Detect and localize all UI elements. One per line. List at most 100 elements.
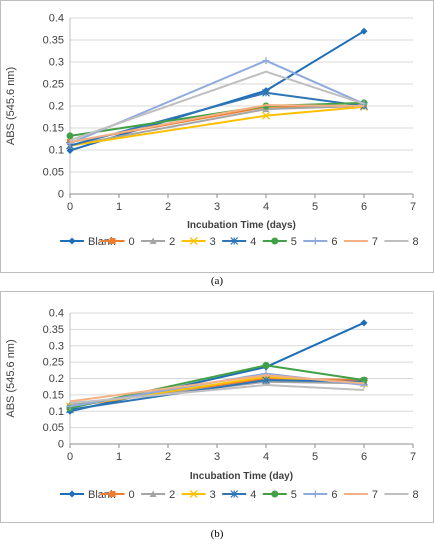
x-tick-label: 0 [67, 201, 73, 213]
x-tick-label: 4 [263, 201, 269, 213]
legend-marker [271, 237, 279, 245]
x-tick-label: 7 [410, 451, 416, 463]
series-8 [69, 384, 365, 405]
legend-label: 7 [372, 236, 378, 248]
legend-marker [149, 237, 157, 244]
legend-label: 0 [129, 236, 135, 248]
legend-label: 6 [331, 489, 337, 501]
legend-item-7: 7 [343, 489, 378, 501]
y-axis-title: ABS (545.6 nm) [5, 67, 17, 145]
legend-marker [311, 237, 319, 245]
y-tick-label: 0.05 [43, 167, 64, 179]
legend-marker [271, 490, 279, 498]
legend-label: 2 [169, 236, 175, 248]
x-tick-label: 2 [165, 201, 171, 213]
legend-marker [109, 238, 116, 244]
legend-marker [189, 490, 198, 498]
legend-marker [149, 490, 157, 497]
x-tick-label: 3 [214, 201, 220, 213]
legend-item-2: 2 [141, 236, 175, 248]
x-tick-label: 6 [361, 201, 367, 213]
y-axis-title: ABS (545.6 nm) [5, 339, 17, 417]
y-tick-label: 0 [58, 439, 64, 451]
series-line-8 [69, 70, 365, 142]
legend-item-7: 7 [343, 236, 378, 248]
data-point-3 [262, 111, 270, 120]
legend-marker [189, 237, 198, 245]
y-tick-label: 0.3 [49, 57, 64, 69]
x-tick-label: 4 [263, 451, 269, 463]
y-tick-label: 0.1 [49, 406, 64, 418]
legend-item-8: 8 [384, 489, 419, 501]
legend-marker [230, 237, 239, 245]
data-point-6 [66, 402, 74, 410]
y-tick-label: 0.3 [49, 340, 64, 352]
data-point-Blank [66, 146, 74, 154]
y-tick-label: 0.15 [43, 123, 64, 135]
x-tick-label: 7 [410, 201, 416, 213]
chart-frame [0, 0, 434, 273]
legend-item-4: 4 [222, 236, 256, 248]
x-tick-label: 2 [165, 451, 171, 463]
series-line-8 [69, 384, 365, 405]
y-tick-label: 0.25 [43, 357, 64, 369]
y-tick-label: 0.4 [49, 308, 64, 320]
panel-label-a: (a) [210, 275, 224, 287]
data-point-Blank [360, 27, 368, 35]
y-tick-label: 0.05 [43, 422, 64, 434]
panel-label-b: (b) [210, 528, 224, 540]
legend-item-6: 6 [303, 489, 337, 501]
legend-label: 4 [250, 236, 256, 248]
legend-item-3: 3 [181, 489, 216, 501]
x-tick-label: 5 [312, 451, 318, 463]
y-tick-label: 0 [58, 189, 64, 201]
chart-a: 0 0.05 0.1 0.15 0.2 0.25 0.3 0.35 0.4 0 1 2 3 4 5 6 7 Inc… [0, 0, 434, 273]
legend-item-5: 5 [262, 489, 297, 501]
legend-label: 4 [250, 489, 256, 501]
x-tick-label: 6 [361, 451, 367, 463]
legend-label: 5 [291, 236, 297, 248]
data-point-4 [262, 88, 270, 97]
data-point-5 [262, 361, 270, 369]
legend-label: 6 [331, 236, 337, 248]
data-point-Blank [360, 319, 368, 327]
legend-item-8: 8 [384, 236, 419, 248]
series-5 [66, 361, 368, 412]
legend-item-0: 0 [100, 489, 135, 501]
legend-marker [68, 490, 76, 498]
chart-b: 0 0.05 0.1 0.15 0.2 0.25 0.3 0.35 0.4 0 1 2 3 4 5 6 7 Inc… [0, 291, 434, 523]
y-tick-label: 0.2 [49, 101, 64, 113]
data-point-6 [262, 57, 270, 65]
chart-frame [0, 291, 434, 523]
legend-label: 7 [372, 489, 378, 501]
x-axis-title: Incubation Time (days) [187, 220, 296, 231]
data-point-4 [262, 376, 270, 385]
y-tick-label: 0.2 [49, 373, 64, 385]
series-7 [69, 104, 365, 144]
legend-marker [68, 237, 76, 245]
data-point-5 [66, 132, 74, 140]
legend-label: 0 [129, 489, 135, 501]
legend-label: 2 [169, 489, 175, 501]
legend-item-6: 6 [303, 236, 337, 248]
y-tick-label: 0.1 [49, 145, 64, 157]
series-line-7 [69, 374, 365, 403]
series-line-7 [69, 104, 365, 144]
data-point-5 [360, 376, 368, 384]
legend-item-4: 4 [222, 489, 256, 501]
x-tick-label: 0 [67, 451, 73, 463]
legend-label: 3 [210, 489, 216, 501]
series-7 [69, 374, 365, 403]
legend-marker [230, 490, 239, 498]
y-tick-label: 0.15 [43, 389, 64, 401]
legend-item-0: 0 [100, 236, 135, 248]
x-tick-label: 1 [116, 201, 122, 213]
legend-item-3: 3 [181, 236, 216, 248]
series-8 [69, 70, 365, 142]
y-tick-label: 0.4 [49, 13, 64, 25]
legend-marker [109, 491, 116, 497]
legend-item-2: 2 [141, 489, 175, 501]
x-tick-label: 3 [214, 451, 220, 463]
legend-label: 8 [412, 489, 418, 501]
x-tick-label: 1 [116, 451, 122, 463]
